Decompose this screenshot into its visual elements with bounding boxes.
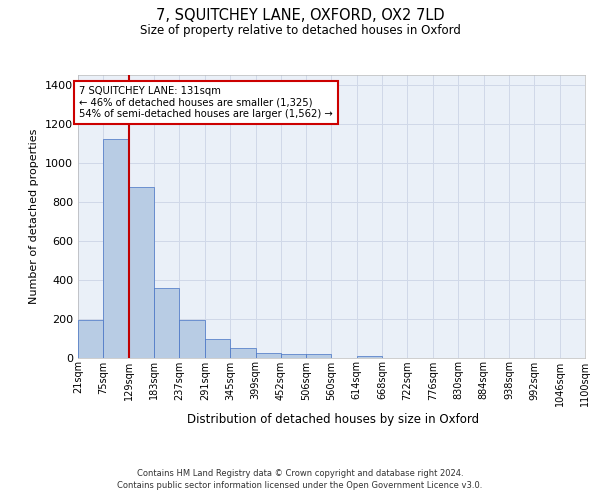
Bar — [356, 356, 382, 358]
Bar — [256, 353, 281, 358]
Bar — [179, 320, 205, 358]
Text: Contains HM Land Registry data © Crown copyright and database right 2024.: Contains HM Land Registry data © Crown c… — [137, 469, 463, 478]
Bar — [103, 140, 129, 358]
Text: 7 SQUITCHEY LANE: 131sqm
← 46% of detached houses are smaller (1,325)
54% of sem: 7 SQUITCHEY LANE: 131sqm ← 46% of detach… — [79, 86, 332, 119]
Text: 7, SQUITCHEY LANE, OXFORD, OX2 7LD: 7, SQUITCHEY LANE, OXFORD, OX2 7LD — [155, 8, 445, 22]
Text: Size of property relative to detached houses in Oxford: Size of property relative to detached ho… — [140, 24, 460, 37]
Text: Contains public sector information licensed under the Open Government Licence v3: Contains public sector information licen… — [118, 481, 482, 490]
Bar — [78, 320, 103, 358]
Bar — [230, 348, 256, 358]
Bar — [129, 187, 154, 358]
Bar — [205, 339, 230, 357]
Bar — [306, 354, 331, 358]
Text: Distribution of detached houses by size in Oxford: Distribution of detached houses by size … — [187, 412, 479, 426]
Bar — [154, 288, 179, 358]
Bar — [281, 354, 306, 358]
Y-axis label: Number of detached properties: Number of detached properties — [29, 128, 40, 304]
